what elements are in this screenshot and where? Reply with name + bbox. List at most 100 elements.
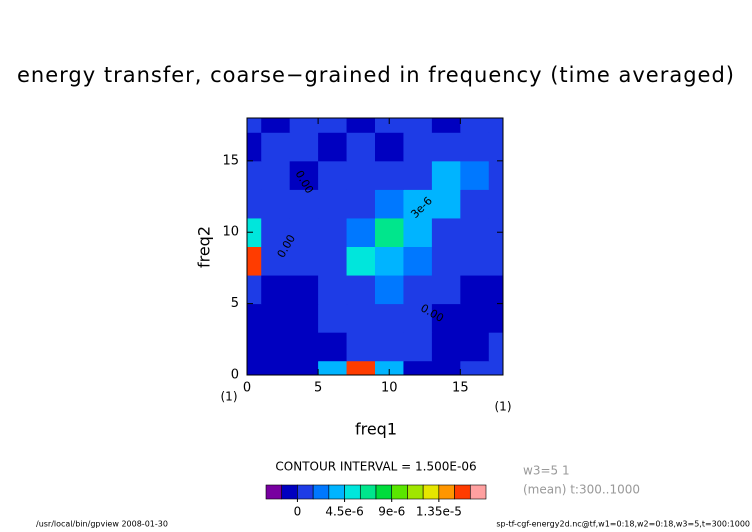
colorbar-box — [359, 484, 377, 500]
contour-cell — [247, 332, 262, 362]
colorbar-box — [375, 484, 393, 500]
contour-cell — [346, 118, 376, 133]
contour-cell — [460, 303, 490, 333]
contour-cell — [261, 303, 291, 333]
contour-cell — [375, 275, 404, 305]
x-tick-label: 0 — [243, 381, 251, 396]
contour-cell — [488, 275, 503, 305]
contour-cell — [318, 217, 348, 247]
contour-cell — [403, 132, 433, 162]
contour-cell — [289, 118, 319, 133]
colorbar-box — [281, 484, 298, 500]
contour-cell — [431, 246, 461, 276]
contour-cell — [403, 303, 433, 333]
contour-cell — [346, 332, 376, 362]
colorbar-label: 0 — [294, 505, 302, 519]
contour-cell — [346, 189, 376, 219]
contour-cell — [261, 275, 291, 305]
colorbar-box — [422, 484, 440, 500]
contour-cell — [289, 303, 319, 333]
contour-cell — [488, 189, 503, 219]
y-tick-label: 15 — [222, 153, 239, 168]
contour-cell — [488, 332, 503, 362]
contour-cell — [318, 118, 348, 133]
contour-cell — [460, 275, 490, 305]
y-tick-label: 10 — [222, 225, 239, 240]
contour-cell — [431, 160, 461, 190]
contour-cell — [403, 246, 433, 276]
contour-cell — [460, 118, 490, 133]
contour-cell — [403, 332, 433, 362]
contour-cell — [375, 246, 404, 276]
contour-cell — [403, 217, 433, 247]
x-axis-label: freq1 — [355, 420, 397, 439]
colorbar-label: 1.35e-5 — [416, 505, 462, 519]
contour-cell — [431, 303, 461, 333]
contour-cell — [431, 118, 461, 133]
colorbar-label: 4.5e-6 — [325, 505, 363, 519]
x-tick-label: 15 — [452, 381, 469, 396]
contour-cell — [261, 160, 291, 190]
contour-interval: CONTOUR INTERVAL = 1.500E-06 — [275, 460, 476, 474]
contour-cell — [261, 360, 291, 375]
contour-cell — [289, 189, 319, 219]
contour-cell — [375, 360, 404, 375]
contour-cell — [460, 332, 490, 362]
chart-title: energy transfer, coarse−grained in frequ… — [17, 63, 735, 87]
contour-cell — [375, 332, 404, 362]
contour-cell — [460, 246, 490, 276]
contour-cell — [460, 189, 490, 219]
contour-cell — [261, 332, 291, 362]
y-unit: (1) — [221, 390, 238, 404]
contour-cell — [261, 118, 291, 133]
contour-cell — [403, 118, 433, 133]
x-unit: (1) — [495, 400, 512, 414]
colorbar-box — [469, 484, 487, 500]
annotation: (mean) t:300..1000 — [523, 483, 640, 497]
colorbar-box — [391, 484, 408, 500]
contour-cell — [403, 275, 433, 305]
contour-cell — [318, 360, 348, 375]
y-tick-label: 5 — [231, 296, 239, 311]
contour-cell — [346, 160, 376, 190]
contour-cell — [261, 246, 291, 276]
contour-cell — [431, 332, 461, 362]
contour-cell — [247, 275, 262, 305]
y-tick-label: 0 — [231, 368, 239, 383]
contour-cell — [261, 189, 291, 219]
contour-cell — [247, 132, 262, 162]
contour-cell — [488, 360, 503, 375]
contour-cell — [431, 275, 461, 305]
contour-cell — [261, 217, 291, 247]
contour-cell — [247, 246, 262, 276]
contour-cell — [247, 189, 262, 219]
contour-cell — [289, 160, 319, 190]
contour-cell — [346, 275, 376, 305]
contour-cell — [488, 246, 503, 276]
contour-cell — [403, 360, 433, 375]
contour-cell — [375, 118, 404, 133]
contour-cell — [318, 132, 348, 162]
contour-cell — [431, 360, 461, 375]
contour-cell — [403, 189, 433, 219]
contour-cell — [488, 160, 503, 190]
contour-cell — [403, 160, 433, 190]
contour-cell — [318, 189, 348, 219]
colorbar-box — [344, 484, 361, 500]
colorbar-box — [407, 484, 424, 500]
contour-cell — [346, 360, 376, 375]
contour-cell — [460, 360, 490, 375]
contour-cell — [289, 275, 319, 305]
contour-cell — [346, 303, 376, 333]
footer-right: sp-tf-cgf-energy2d.nc@tf,w1=0:18,w2=0:18… — [496, 520, 750, 529]
contour-cell — [375, 160, 404, 190]
colorbar-box — [297, 484, 314, 500]
contour-cell — [488, 118, 503, 133]
contour-cell — [346, 132, 376, 162]
contour-cell — [460, 160, 490, 190]
colorbar-box — [312, 484, 330, 500]
contour-cell — [318, 160, 348, 190]
contour-cell — [346, 246, 376, 276]
contour-cell — [289, 332, 319, 362]
